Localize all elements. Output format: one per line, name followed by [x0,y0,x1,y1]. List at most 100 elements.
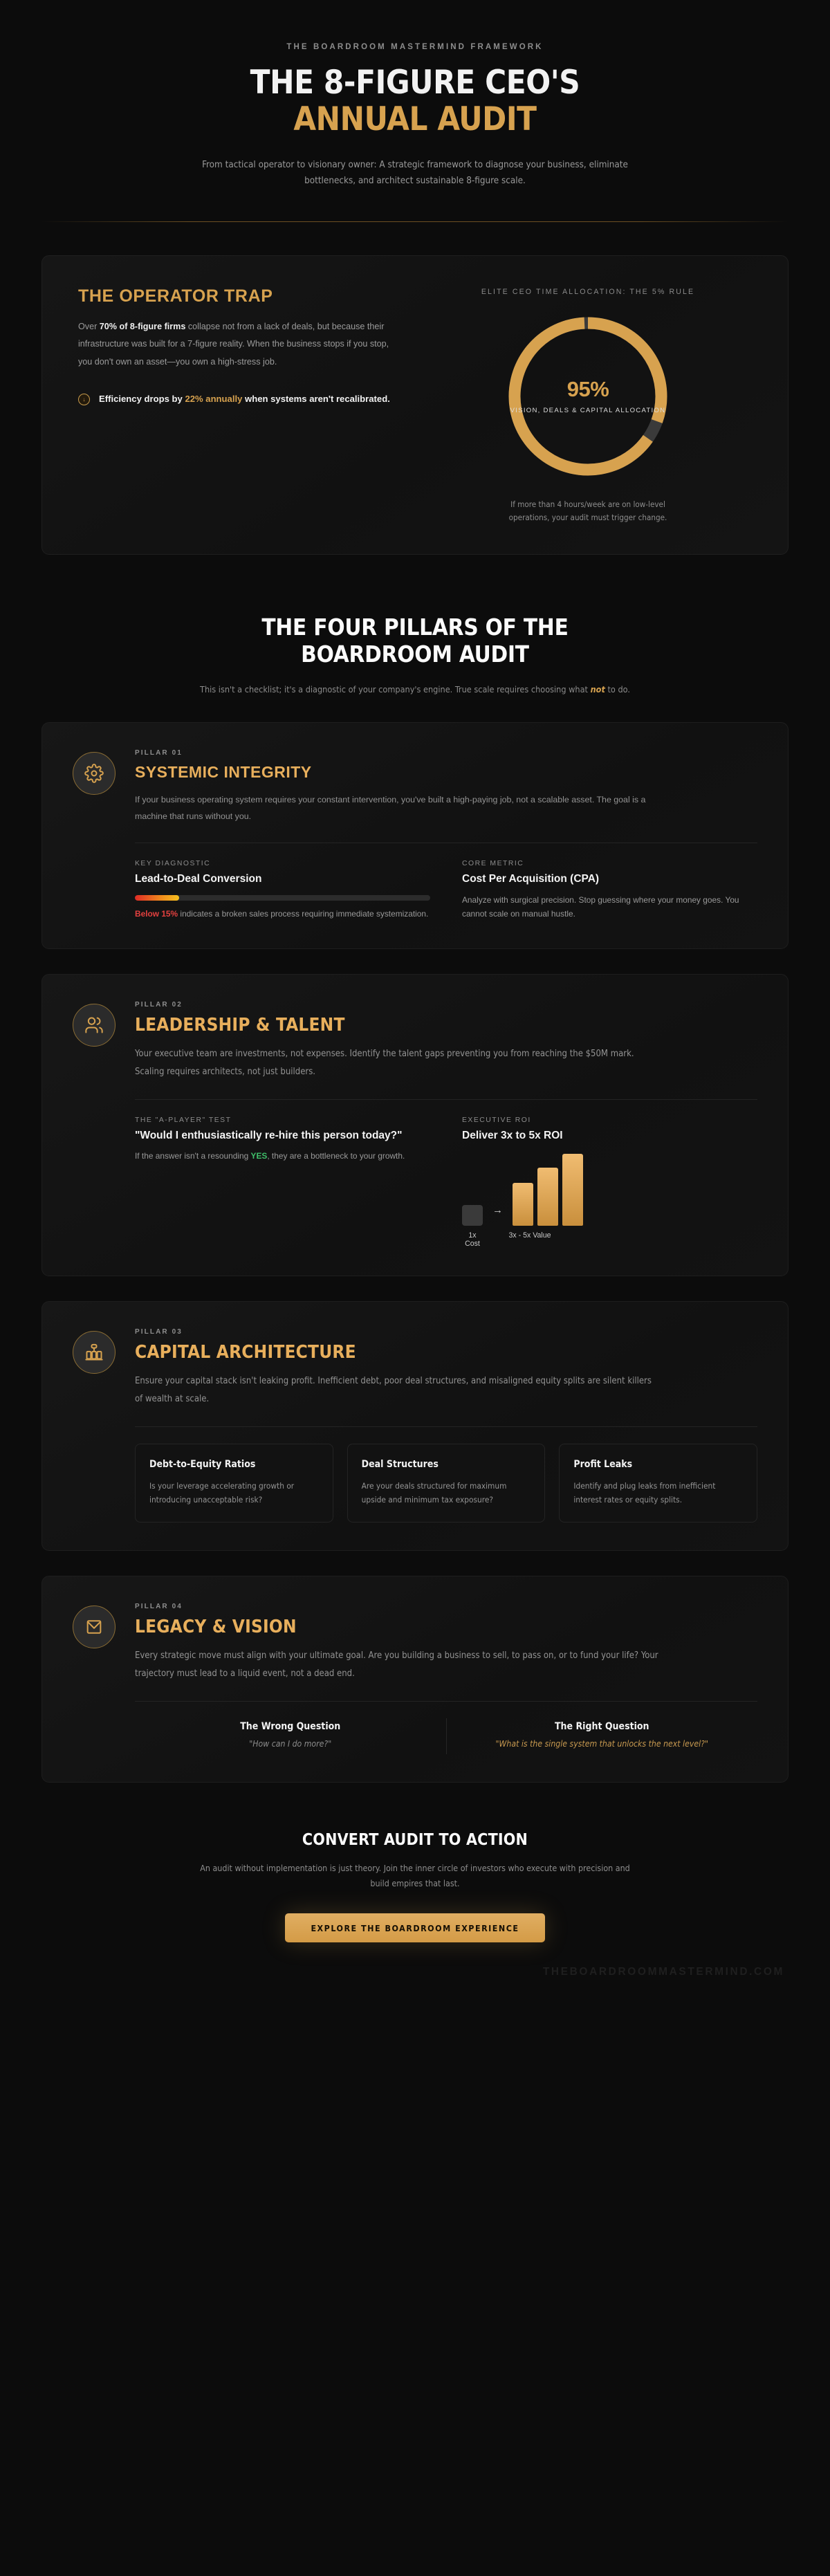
capital-card-body: Identify and plug leaks from inefficient… [573,1480,716,1505]
pillar-02-content: PILLAR 02 LEADERSHIP & TALENT Your execu… [135,1001,757,1248]
page-title: THE 8-FIGURE CEO'S ANNUAL AUDIT [42,66,788,136]
pillar-04-kicker: PILLAR 04 [135,1603,183,1611]
roi-value-bars [513,1154,583,1226]
a-player-test-note: If the answer isn't a resounding YES, th… [135,1149,430,1163]
pillar-03-title: CAPITAL ARCHITECTURE [135,1342,356,1363]
trap-body-post: collapse not from a lack of deals, but b… [78,321,389,367]
capital-card: Deal Structures Are your deals structure… [347,1444,546,1523]
pillar-04-divider [135,1701,757,1702]
pillar-02-executive-roi: EXECUTIVE ROI Deliver 3x to 5x ROI → 1x … [462,1116,757,1248]
operator-trap-callout-text: Efficiency drops by 22% annually when sy… [99,392,390,406]
roi-cost-label: 1x Cost [465,1231,480,1249]
pillars-sub-post: to do. [605,683,630,694]
pillar-02-title: LEADERSHIP & TALENT [135,1014,345,1036]
executive-roi-heading: Deliver 3x to 5x ROI [462,1129,563,1141]
trap-body-highlight: 70% of 8-figure firms [99,321,186,331]
pillar-01-kicker: PILLAR 01 [135,749,183,757]
pillar-04-title: LEGACY & VISION [135,1617,297,1638]
trap-body-pre: Over [78,321,100,331]
core-metric-kicker: CORE METRIC [462,860,524,868]
pillar-04-content: PILLAR 04 LEGACY & VISION Every strategi… [135,1603,758,1755]
hero-subtitle: From tactical operator to visionary owne… [202,159,628,187]
pillar-04-description: Every strategic move must align with you… [135,1650,658,1680]
pillars-title: THE FOUR PILLARS OF THE BOARDROOM AUDIT [42,614,788,668]
a-player-note-pre: If the answer isn't a resounding [135,1151,251,1161]
operator-trap-text: THE OPERATOR TRAP Over 70% of 8-figure f… [78,286,403,525]
arrow-down-icon: ↓ [78,394,90,406]
page-title-line2: ANNUAL AUDIT [293,100,537,138]
users-icon [73,1003,116,1047]
pillar-01-key-diagnostic: KEY DIAGNOSTIC Lead-to-Deal Conversion B… [135,860,430,920]
wrong-question-heading: The Wrong Question [240,1721,341,1733]
diagnostic-threshold: Below 15% [135,908,178,919]
callout-pre: Efficiency drops by [99,394,185,405]
capital-card-heading: Profit Leaks [573,1459,633,1471]
cta-section: CONVERT AUDIT TO ACTION An audit without… [42,1831,788,1978]
key-diagnostic-heading: Lead-to-Deal Conversion [135,873,262,885]
a-player-test-kicker: THE "A-PLAYER" TEST [135,1116,232,1124]
capital-card-heading: Deal Structures [361,1459,439,1471]
a-player-note-yes: YES [250,1151,268,1161]
roi-axis-labels: 1x Cost 3x - 5x Value [462,1231,757,1248]
page-title-line1: THE 8-FIGURE CEO'S [250,64,580,102]
explore-boardroom-button[interactable]: EXPLORE THE BOARDROOM EXPERIENCE [285,1913,545,1943]
conversion-progress-fill [135,894,180,901]
core-metric-note: Analyze with surgical precision. Stop gu… [462,894,739,919]
operator-trap-title: THE OPERATOR TRAP [78,286,273,306]
donut-percentage: 95% [566,376,609,401]
capital-sub-cards: Debt-to-Equity Ratios Is your leverage a… [135,1444,758,1523]
callout-post: when systems aren't recalibrated. [242,394,390,405]
operator-trap-panel: THE OPERATOR TRAP Over 70% of 8-figure f… [42,255,788,555]
time-allocation-chart: ELITE CEO TIME ALLOCATION: THE 5% RULE 9… [424,286,752,525]
pillar-03-divider [135,1426,757,1428]
roi-cost-group [462,1205,483,1226]
pillar-03-content: PILLAR 03 CAPITAL ARCHITECTURE Ensure yo… [135,1328,758,1523]
operator-trap-callout: ↓ Efficiency drops by 22% annually when … [78,392,403,406]
pillar-01-title: SYSTEMIC INTEGRITY [135,763,312,781]
chart-title: ELITE CEO TIME ALLOCATION: THE 5% RULE [481,287,695,296]
pillar-03-description: Ensure your capital stack isn't leaking … [135,1376,652,1405]
pillar-03-kicker: PILLAR 03 [135,1328,183,1336]
hero-divider [42,221,788,222]
pillars-subtitle: This isn't a checklist; it's a diagnosti… [187,682,643,697]
pillars-sub-emphasis: not [590,683,605,694]
donut-caption: VISION, DEALS & CAPITAL ALLOCATION [510,406,666,414]
question-comparison: The Wrong Question "How can I do more?" … [135,1718,758,1755]
footer-url: THEBOARDROOMMASTERMIND.COM [542,1966,784,1978]
page-tail-spacer [42,1978,788,1996]
pillars-sub-pre: This isn't a checklist; it's a diagnosti… [200,683,591,694]
capital-card: Profit Leaks Identify and plug leaks fro… [559,1444,758,1523]
right-question-block: The Right Question "What is the single s… [447,1718,758,1754]
a-player-test-heading: "Would I enthusiastically re-hire this p… [135,1129,403,1141]
gear-icon [73,752,116,795]
core-metric-heading: Cost Per Acquisition (CPA) [462,873,600,885]
right-question-quote: "What is the single system that unlocks … [495,1739,708,1749]
pillar-02-description: Your executive team are investments, not… [135,1048,634,1077]
roi-bar-chart: → [462,1154,757,1226]
pillar-02-a-player-test: THE "A-PLAYER" TEST "Would I enthusiasti… [135,1116,430,1248]
donut-center-label: 95% VISION, DEALS & CAPITAL ALLOCATION [501,310,674,483]
cta-body: An audit without implementation is just … [200,1863,630,1889]
pillar-02-kicker: PILLAR 02 [135,1000,183,1009]
pillar-01-core-metric: CORE METRIC Cost Per Acquisition (CPA) A… [462,860,757,920]
bank-icon [73,1331,116,1374]
conversion-progress-bar [135,894,430,901]
pillar-card-04: PILLAR 04 LEGACY & VISION Every strategi… [42,1576,788,1783]
operator-trap-body: Over 70% of 8-figure firms collapse not … [78,318,403,371]
hero-eyebrow: THE BOARDROOM MASTERMIND FRAMEWORK [286,43,544,51]
pillars-title-line1: THE FOUR PILLARS OF THE [261,613,569,641]
capital-card-heading: Debt-to-Equity Ratios [149,1459,256,1471]
capital-card-body: Is your leverage accelerating growth or … [149,1480,295,1505]
roi-bar [537,1168,558,1226]
pillar-01-description: If your business operating system requir… [135,795,646,822]
capital-card-body: Are your deals structured for maximum up… [361,1480,507,1505]
pillar-card-03: PILLAR 03 CAPITAL ARCHITECTURE Ensure yo… [42,1301,788,1552]
donut-chart-svg [508,317,667,476]
pillar-card-01: PILLAR 01 SYSTEMIC INTEGRITY If your bus… [42,722,788,949]
capital-card: Debt-to-Equity Ratios Is your leverage a… [135,1444,333,1523]
pillars-heading: THE FOUR PILLARS OF THE BOARDROOM AUDIT … [42,614,788,697]
pillars-title-line2: BOARDROOM AUDIT [301,640,529,668]
hero-section: THE BOARDROOM MASTERMIND FRAMEWORK THE 8… [42,0,788,222]
wrong-question-quote: "How can I do more?" [249,1739,332,1749]
